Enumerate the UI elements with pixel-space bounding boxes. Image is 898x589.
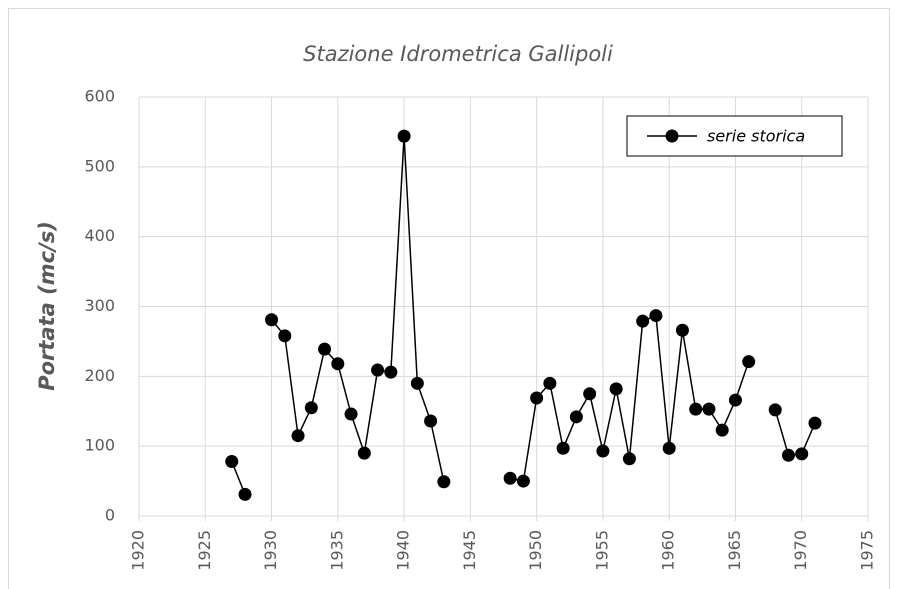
data-point xyxy=(808,416,822,430)
x-tick-label: 1935 xyxy=(327,530,346,571)
series-line xyxy=(774,409,816,457)
y-tick-label: 400 xyxy=(84,226,115,245)
data-point xyxy=(768,403,782,417)
data-point xyxy=(238,487,252,501)
y-tick-label: 0 xyxy=(105,506,115,525)
data-point xyxy=(344,407,358,421)
x-tick-label: 1950 xyxy=(526,530,545,571)
data-point xyxy=(556,441,570,455)
data-point xyxy=(689,402,703,416)
chart-border xyxy=(8,8,890,589)
x-tick-label: 1945 xyxy=(460,530,479,571)
y-tick-label: 600 xyxy=(84,87,115,106)
data-point xyxy=(503,471,517,485)
data-point xyxy=(742,355,756,369)
data-point xyxy=(662,441,676,455)
data-point xyxy=(225,455,239,469)
data-point xyxy=(424,414,438,428)
data-point xyxy=(702,402,716,416)
data-point xyxy=(622,452,636,466)
x-tick-label: 1930 xyxy=(261,530,280,571)
x-tick-label: 1975 xyxy=(858,530,877,571)
data-point xyxy=(331,357,345,371)
x-tick-label: 1955 xyxy=(592,530,611,571)
x-tick-label: 1920 xyxy=(129,530,148,571)
data-point xyxy=(649,309,663,323)
data-point xyxy=(609,382,623,396)
data-point xyxy=(728,393,742,407)
x-tick-label: 1925 xyxy=(195,530,214,571)
data-point xyxy=(371,363,385,377)
y-axis-label: Portata (mc/s) xyxy=(35,221,59,391)
data-point xyxy=(318,342,332,356)
y-tick-label: 100 xyxy=(84,436,115,455)
data-point xyxy=(410,376,424,390)
data-point xyxy=(304,401,318,415)
data-point xyxy=(543,376,557,390)
data-point xyxy=(715,423,729,437)
data-point xyxy=(516,474,530,488)
y-tick-label: 200 xyxy=(84,366,115,385)
data-point xyxy=(357,446,371,460)
y-tick-label: 500 xyxy=(84,156,115,175)
x-tick-label: 1965 xyxy=(725,530,744,571)
data-point xyxy=(278,329,292,343)
data-point xyxy=(437,475,451,489)
data-point xyxy=(636,314,650,328)
x-tick-label: 1960 xyxy=(659,530,678,571)
legend-marker xyxy=(665,129,679,143)
data-point xyxy=(675,323,689,337)
data-point xyxy=(781,448,795,462)
data-point xyxy=(569,410,583,424)
chart-title: Stazione Idrometrica Gallipoli xyxy=(303,42,613,66)
data-point xyxy=(596,444,610,458)
y-tick-label: 300 xyxy=(84,296,115,315)
data-point xyxy=(397,129,411,143)
data-point xyxy=(530,391,544,405)
legend-label: serie storica xyxy=(707,127,805,146)
data-point xyxy=(265,313,279,327)
x-tick-label: 1940 xyxy=(394,530,413,571)
data-point xyxy=(384,365,398,379)
data-point xyxy=(795,447,809,461)
data-point xyxy=(583,387,597,401)
x-tick-label: 1970 xyxy=(791,530,810,571)
data-point xyxy=(291,429,305,443)
